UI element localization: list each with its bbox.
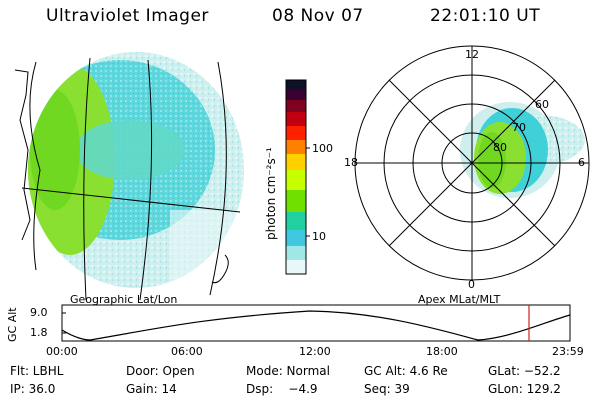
colorbar-tick-10: 10 — [312, 230, 326, 243]
polar-grid — [354, 45, 590, 281]
status-flt: Flt: LBHL — [10, 364, 64, 378]
polar-lat-80: 80 — [493, 141, 507, 154]
status-dsp: Dsp: −4.9 — [246, 382, 318, 396]
status-door: Door: Open — [126, 364, 195, 378]
altitude-plot — [61, 304, 571, 342]
geographic-label: Geographic Lat/Lon — [70, 293, 178, 306]
date-label: 08 Nov 07 — [272, 6, 364, 26]
polar-lat-70: 70 — [512, 121, 526, 134]
geographic-image — [28, 52, 244, 288]
altitude-xtick-0: 00:00 — [46, 345, 78, 358]
altitude-ytick-9: 9.0 — [30, 306, 48, 319]
instrument-title: Ultraviolet Imager — [46, 6, 209, 26]
altitude-xtick-4: 23:59 — [552, 345, 584, 358]
colorbar — [285, 79, 310, 275]
geographic-grid — [14, 57, 241, 301]
polar-hour-18: 18 — [344, 156, 358, 169]
altitude-ytick-1-8: 1.8 — [30, 326, 48, 339]
altitude-xtick-2: 12:00 — [299, 345, 331, 358]
status-gain: Gain: 14 — [126, 382, 177, 396]
polar-hour-0: 0 — [468, 278, 475, 291]
status-glon: GLon: 129.2 — [488, 382, 561, 396]
colorbar-label: photon cm⁻²s⁻¹ — [264, 147, 278, 240]
apex-label: Apex MLat/MLT — [418, 293, 501, 306]
altitude-xtick-1: 06:00 — [171, 345, 203, 358]
polar-lat-60: 60 — [535, 98, 549, 111]
polar-hour-6: 6 — [578, 156, 585, 169]
polar-hour-12: 12 — [465, 48, 479, 61]
colorbar-tick-100: 100 — [312, 142, 333, 155]
altitude-xtick-3: 18:00 — [426, 345, 458, 358]
polar-image — [460, 102, 585, 198]
status-gc-alt: GC Alt: 4.6 Re — [364, 364, 448, 378]
status-seq: Seq: 39 — [364, 382, 410, 396]
altitude-ylabel: GC Alt — [6, 307, 19, 342]
status-mode: Mode: Normal — [246, 364, 330, 378]
status-glat: GLat: −52.2 — [488, 364, 561, 378]
time-label: 22:01:10 UT — [430, 6, 541, 26]
status-ip: IP: 36.0 — [10, 382, 56, 396]
